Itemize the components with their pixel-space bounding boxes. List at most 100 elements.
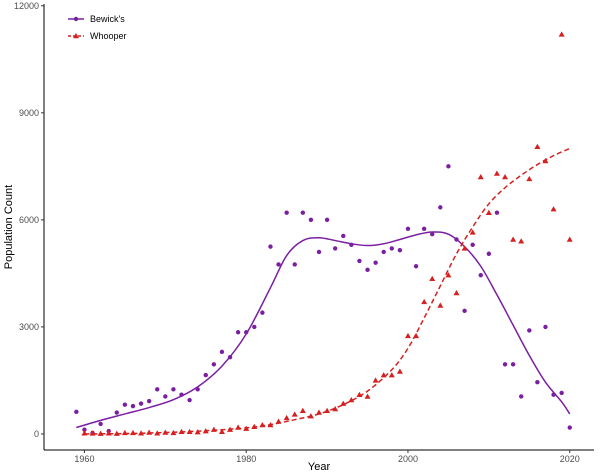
data-point-bewicks — [308, 217, 314, 223]
data-point-whooper — [453, 290, 460, 296]
data-point-whooper — [340, 400, 347, 406]
data-point-bewicks — [74, 409, 79, 415]
data-point-whooper — [162, 429, 169, 435]
data-point-bewicks — [567, 425, 572, 430]
data-point-bewicks — [373, 260, 378, 265]
data-point-whooper — [348, 397, 355, 403]
legend-item-whooper: Whooper — [68, 31, 127, 41]
data-point-whooper — [218, 428, 225, 435]
data-point-whooper — [510, 236, 517, 242]
y-tick-label: 9000 — [19, 108, 39, 118]
data-point-bewicks — [155, 387, 160, 392]
data-point-bewicks — [292, 262, 297, 267]
y-tick-label: 12000 — [14, 1, 39, 11]
data-point-whooper — [210, 426, 217, 432]
trend-line-bewicks — [76, 231, 571, 429]
data-point-bewicks — [527, 328, 532, 333]
y-tick-label: 3000 — [19, 322, 39, 332]
y-axis-ticks: 0 3000 6000 9000 12000 — [14, 1, 44, 439]
data-point-bewicks — [462, 308, 467, 314]
x-tick-label: 2020 — [560, 454, 580, 464]
data-point-whooper — [485, 209, 492, 215]
y-axis-title: Population Count — [3, 185, 15, 269]
data-point-bewicks — [324, 217, 330, 223]
data-point-whooper — [396, 368, 403, 374]
data-point-bewicks — [405, 226, 411, 231]
data-point-whooper — [558, 31, 565, 37]
x-tick-label: 1980 — [236, 454, 256, 464]
data-point-bewicks — [365, 267, 370, 273]
data-point-bewicks — [260, 310, 265, 315]
data-point-bewicks — [179, 392, 184, 397]
data-point-whooper — [235, 424, 242, 430]
x-axis-title: Year — [308, 461, 331, 473]
data-point-whooper — [275, 418, 282, 424]
data-point-whooper — [267, 422, 274, 428]
data-point-whooper — [154, 430, 161, 436]
data-point-whooper — [81, 430, 88, 436]
data-point-whooper — [186, 428, 193, 435]
data-point-whooper — [372, 377, 379, 383]
data-point-bewicks — [543, 324, 548, 330]
x-tick-label: 2000 — [398, 454, 418, 464]
data-point-bewicks — [227, 355, 233, 360]
data-point-whooper — [404, 332, 411, 339]
data-point-whooper — [129, 429, 136, 436]
data-point-whooper — [542, 157, 549, 164]
data-point-whooper — [227, 426, 234, 432]
x-tick-label: 1960 — [74, 454, 94, 464]
data-point-whooper — [526, 175, 533, 182]
data-point-bewicks — [478, 272, 483, 278]
data-point-bewicks — [470, 242, 475, 248]
data-point-bewicks — [130, 403, 136, 409]
data-point-whooper — [259, 422, 266, 428]
data-point-bewicks — [187, 397, 192, 403]
data-point-bewicks — [413, 264, 419, 269]
data-point-bewicks — [535, 380, 540, 385]
data-point-bewicks — [397, 247, 403, 253]
data-point-whooper — [550, 206, 557, 212]
data-point-whooper — [413, 332, 420, 339]
data-point-whooper — [421, 298, 428, 305]
data-point-bewicks — [349, 242, 354, 248]
data-point-bewicks — [446, 164, 451, 169]
data-point-whooper — [178, 428, 185, 435]
data-point-bewicks — [276, 262, 281, 267]
data-point-bewicks — [235, 330, 241, 335]
data-point-whooper — [105, 430, 112, 436]
data-point-whooper — [146, 429, 153, 435]
legend: Bewick's Whooper — [68, 14, 127, 41]
data-point-whooper — [493, 170, 500, 176]
data-point-bewicks — [98, 421, 103, 427]
data-point-bewicks — [171, 387, 176, 392]
data-point-whooper — [138, 430, 145, 436]
data-point-whooper — [299, 407, 306, 414]
data-point-whooper — [445, 272, 452, 278]
data-point-bewicks — [82, 427, 87, 432]
data-point-bewicks — [195, 387, 200, 392]
data-point-whooper — [89, 430, 96, 436]
data-point-bewicks — [300, 210, 306, 215]
data-point-whooper — [534, 143, 541, 149]
data-point-bewicks — [551, 392, 556, 397]
legend-key-marker-bewicks — [73, 16, 79, 22]
data-point-bewicks — [341, 233, 346, 239]
data-point-whooper — [121, 429, 128, 436]
data-point-whooper — [251, 423, 258, 430]
data-point-whooper — [291, 411, 298, 417]
data-point-bewicks — [219, 349, 225, 355]
data-point-whooper — [332, 405, 339, 412]
data-point-whooper — [502, 174, 509, 180]
series-bewicks — [74, 164, 572, 436]
data-point-whooper — [307, 413, 314, 419]
data-point-bewicks — [559, 390, 564, 396]
data-point-whooper — [283, 414, 290, 421]
data-point-bewicks — [332, 246, 338, 251]
data-point-bewicks — [163, 394, 168, 399]
data-point-bewicks — [438, 205, 443, 210]
data-point-whooper — [356, 391, 363, 397]
y-tick-label: 0 — [34, 429, 39, 439]
data-point-bewicks — [454, 237, 459, 242]
data-point-whooper — [388, 372, 395, 378]
data-point-bewicks — [510, 362, 516, 367]
